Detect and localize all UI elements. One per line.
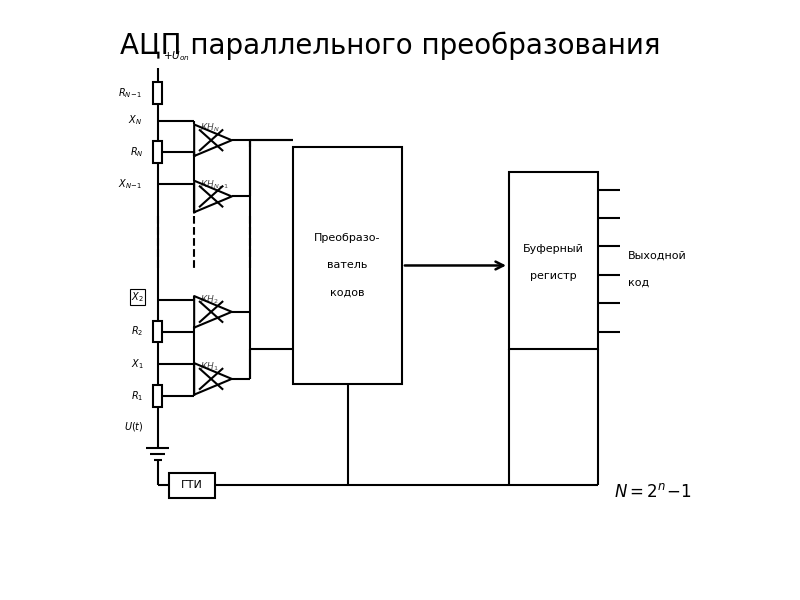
Text: $КН_N$: $КН_N$ [200,122,220,134]
Bar [153,141,162,163]
Bar [509,172,598,349]
Text: Преобразо-: Преобразо- [314,233,381,243]
Text: $X_1$: $X_1$ [131,357,144,371]
Bar [153,82,162,104]
Text: $R_2$: $R_2$ [131,325,144,338]
Text: $КН_{N\!-\!1}$: $КН_{N\!-\!1}$ [200,178,229,191]
Text: код: код [628,277,649,287]
Text: $R_1$: $R_1$ [131,389,144,403]
Text: $R_N$: $R_N$ [130,145,144,159]
Text: ГТИ: ГТИ [182,481,203,490]
Text: $U(t)$: $U(t)$ [124,420,144,433]
Bar [170,473,215,498]
Text: $X_{N\!-\!1}$: $X_{N\!-\!1}$ [118,177,142,191]
Text: Буферный: Буферный [523,244,584,254]
Text: регистр: регистр [530,271,577,281]
Text: Выходной: Выходной [628,251,686,260]
Text: $X_N$: $X_N$ [128,113,142,127]
Bar [153,321,162,343]
Text: $КН_1$: $КН_1$ [200,361,218,373]
Text: ватель: ватель [327,260,368,271]
Bar [153,385,162,407]
Text: $+U_{on}$: $+U_{on}$ [163,50,190,64]
Text: $КН_2$: $КН_2$ [200,293,218,306]
Text: кодов: кодов [330,288,365,298]
Text: $R_{N\!-\!1}$: $R_{N\!-\!1}$ [118,86,142,100]
Text: АЦП параллельного преобразования: АЦП параллельного преобразования [120,32,660,60]
Bar [293,147,402,384]
Text: $X_2$: $X_2$ [131,290,144,304]
Text: $N = 2^n\!-\!1$: $N = 2^n\!-\!1$ [614,483,691,501]
